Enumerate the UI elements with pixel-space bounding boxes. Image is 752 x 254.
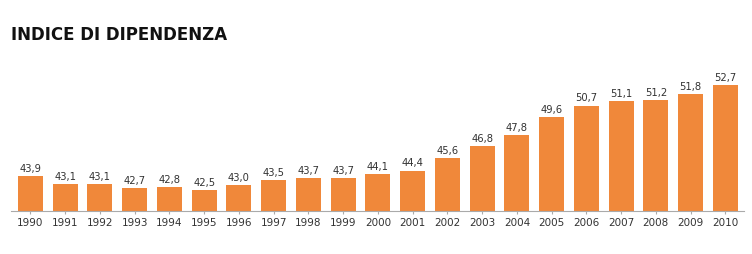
Bar	[18, 176, 43, 254]
Text: 51,1: 51,1	[610, 89, 632, 99]
Text: 46,8: 46,8	[471, 134, 493, 144]
Bar	[296, 178, 321, 254]
Text: 43,0: 43,0	[228, 173, 250, 183]
Text: 43,7: 43,7	[332, 166, 354, 176]
Bar	[435, 158, 460, 254]
Bar	[678, 94, 703, 254]
Bar	[713, 85, 738, 254]
Text: 47,8: 47,8	[506, 123, 528, 133]
Bar	[261, 180, 287, 254]
Text: 50,7: 50,7	[575, 93, 597, 103]
Text: 43,1: 43,1	[54, 172, 76, 182]
Text: 45,6: 45,6	[436, 146, 459, 156]
Bar	[157, 187, 182, 254]
Bar	[53, 184, 77, 254]
Text: 52,7: 52,7	[714, 73, 736, 83]
Bar	[644, 100, 669, 254]
Text: 42,8: 42,8	[159, 175, 180, 185]
Bar	[226, 185, 251, 254]
Text: 43,1: 43,1	[89, 172, 111, 182]
Text: 43,9: 43,9	[20, 164, 41, 174]
Bar	[122, 188, 147, 254]
Text: 51,8: 51,8	[680, 82, 702, 92]
Text: INDICE DI DIPENDENZA: INDICE DI DIPENDENZA	[11, 26, 227, 44]
Bar	[400, 170, 425, 254]
Text: 42,7: 42,7	[123, 176, 146, 186]
Text: 43,5: 43,5	[262, 168, 285, 178]
Text: 49,6: 49,6	[541, 105, 562, 115]
Text: 44,4: 44,4	[402, 158, 423, 168]
Bar	[192, 190, 217, 254]
Text: 42,5: 42,5	[193, 178, 215, 188]
Bar	[574, 105, 599, 254]
Text: 51,2: 51,2	[644, 88, 667, 98]
Text: 44,1: 44,1	[367, 162, 389, 172]
Bar	[87, 184, 112, 254]
Bar	[608, 101, 634, 254]
Bar	[469, 146, 495, 254]
Bar	[539, 117, 564, 254]
Bar	[505, 135, 529, 254]
Bar	[365, 174, 390, 254]
Bar	[331, 178, 356, 254]
Text: 43,7: 43,7	[297, 166, 320, 176]
